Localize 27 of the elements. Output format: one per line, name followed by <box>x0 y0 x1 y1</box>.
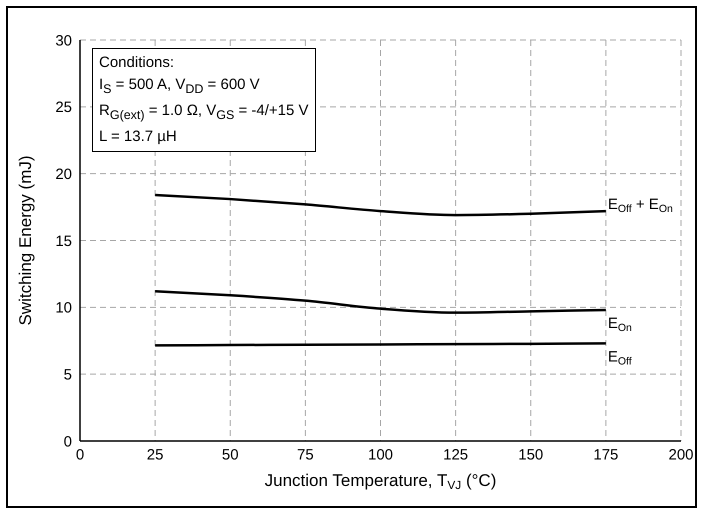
annotation: I$_{S}$ = 500 A, V$_{DD}$ = 600 V <box>99 75 261 98</box>
x-tick-label: 75 <box>297 446 314 464</box>
line-series <box>154 194 608 216</box>
x-tick-label: 200 <box>668 446 694 464</box>
y-tick-label: 5 <box>64 366 72 384</box>
annotation: L = 13.7 µH <box>99 127 178 147</box>
series-label: E$_{Off}$ <box>608 348 632 368</box>
y-tick-label: 30 <box>55 32 72 50</box>
series-label: E$_{On}$ <box>608 315 632 334</box>
y-axis-title: Switching Energy (mJ) <box>16 155 36 326</box>
y-tick-label: 0 <box>64 433 72 450</box>
x-tick-label: 25 <box>146 446 164 464</box>
y-tick-label: 10 <box>55 300 72 317</box>
x-tick-label: 0 <box>76 446 84 464</box>
annotation: R$_{G(ext)}$ = 1.0 Ω, V$_{GS}$ = -4/+15 V <box>99 101 309 124</box>
x-tick-label: 125 <box>443 446 468 464</box>
y-tick-label: 20 <box>55 166 72 183</box>
x-tick-label: 175 <box>593 446 618 464</box>
y-tick-label: 25 <box>55 99 72 116</box>
line-series <box>154 290 608 314</box>
x-tick-label: 50 <box>222 446 239 464</box>
x-tick-label: 100 <box>368 446 394 464</box>
annotation: Conditions: <box>99 53 176 73</box>
y-tick-label: 15 <box>55 232 72 250</box>
x-axis-title: Junction Temperature, T$_{VJ}$ (°C) <box>264 471 496 492</box>
series-label: E$_{Off}$ + E$_{On}$ <box>608 196 673 215</box>
x-tick-label: 150 <box>518 446 544 464</box>
